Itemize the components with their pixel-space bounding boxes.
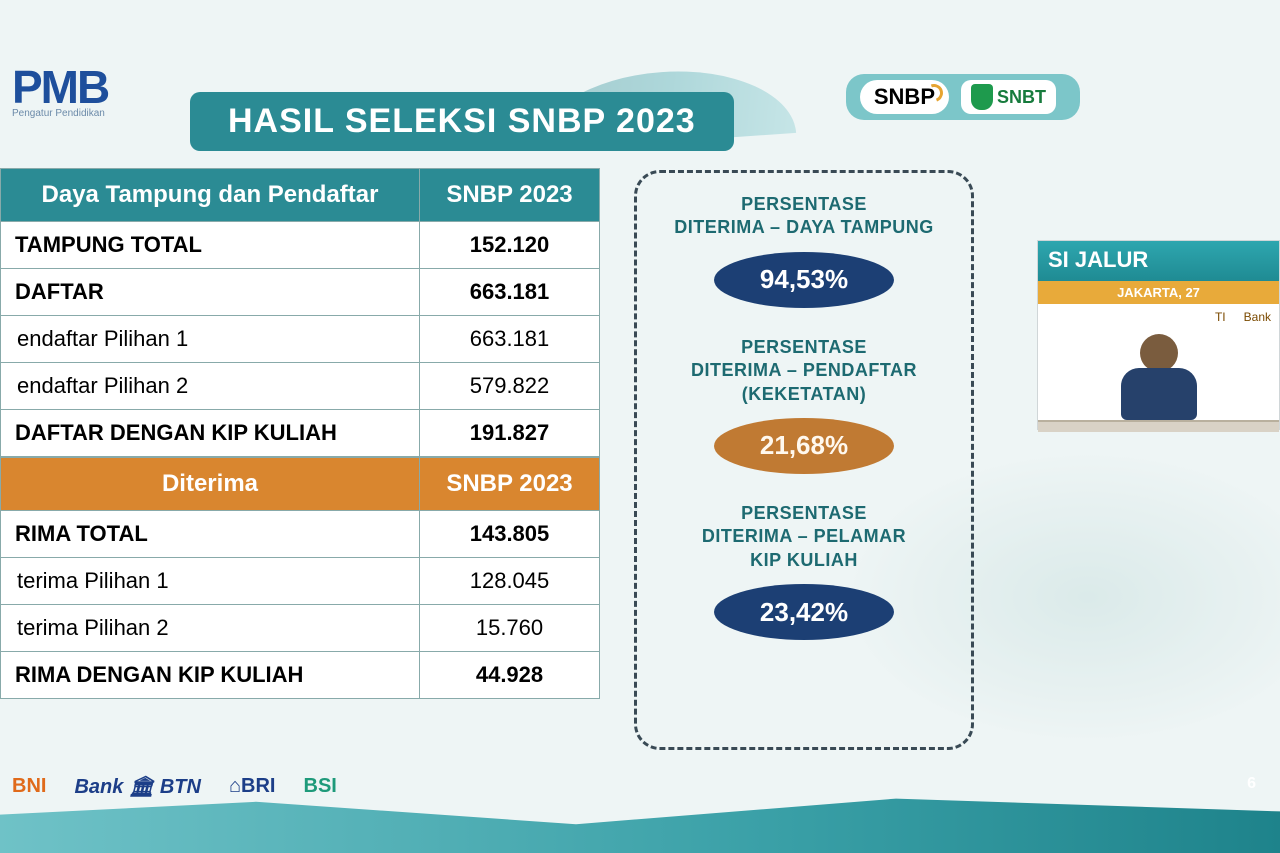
row-value: 191.827 <box>420 410 600 457</box>
row-label: RIMA DENGAN KIP KULIAH <box>1 652 420 699</box>
percentage-label: PERSENTASEDITERIMA – PENDAFTAR(KEKETATAN… <box>649 336 959 406</box>
table1-header-left: Daya Tampung dan Pendaftar <box>1 169 420 222</box>
row-label: RIMA TOTAL <box>1 511 420 558</box>
thumb-sponsor-logos: TI Bank <box>1038 304 1279 330</box>
percentage-panel: PERSENTASEDITERIMA – DAYA TAMPUNG94,53%P… <box>634 170 974 750</box>
program-badges: SNBP SNBT <box>846 74 1080 120</box>
page-number: 6 <box>1247 775 1256 793</box>
table-row: RIMA DENGAN KIP KULIAH44.928 <box>1 652 600 699</box>
percentage-pill: 94,53% <box>714 252 894 308</box>
desk-shape <box>1038 420 1279 432</box>
pmb-subtitle: Pengatur Pendidikan <box>12 108 108 119</box>
table-row: endaftar Pilihan 1663.181 <box>1 316 600 363</box>
sponsor-strip: BNI Bank 🏛 BTN ⌂BRI BSI <box>0 769 600 803</box>
row-value: 663.181 <box>420 269 600 316</box>
percentage-label: PERSENTASEDITERIMA – DAYA TAMPUNG <box>649 193 959 240</box>
speaker-thumbnail: SI JALUR JAKARTA, 27 TI Bank <box>1037 240 1280 430</box>
sponsor-bri: ⌂BRI <box>229 775 276 798</box>
table-row: DAFTAR DENGAN KIP KULIAH191.827 <box>1 410 600 457</box>
row-value: 143.805 <box>420 511 600 558</box>
percentage-pill: 21,68% <box>714 418 894 474</box>
shield-icon <box>971 84 993 110</box>
table-header-row: Daya Tampung dan Pendaftar SNBP 2023 <box>1 169 600 222</box>
table2-header-left: Diterima <box>1 458 420 511</box>
table-daya-tampung: Daya Tampung dan Pendaftar SNBP 2023 TAM… <box>0 168 600 457</box>
percentage-pill: 23,42% <box>714 584 894 640</box>
sponsor-bni: BNI <box>12 775 46 798</box>
row-label: endaftar Pilihan 2 <box>1 363 420 410</box>
table2-header-right: SNBP 2023 <box>420 458 600 511</box>
row-value: 579.822 <box>420 363 600 410</box>
data-tables: Daya Tampung dan Pendaftar SNBP 2023 TAM… <box>0 168 600 699</box>
percentage-label: PERSENTASEDITERIMA – PELAMARKIP KULIAH <box>649 502 959 572</box>
thumb-logo: TI <box>1215 310 1226 324</box>
thumb-title: SI JALUR <box>1038 241 1279 281</box>
snbp-badge: SNBP <box>860 80 949 114</box>
row-label: endaftar Pilihan 1 <box>1 316 420 363</box>
row-value: 128.045 <box>420 558 600 605</box>
row-label: DAFTAR DENGAN KIP KULIAH <box>1 410 420 457</box>
row-label: DAFTAR <box>1 269 420 316</box>
percentage-block: PERSENTASEDITERIMA – PELAMARKIP KULIAH 23… <box>649 502 959 640</box>
row-value: 44.928 <box>420 652 600 699</box>
row-label: TAMPUNG TOTAL <box>1 222 420 269</box>
row-value: 15.760 <box>420 605 600 652</box>
table-row: endaftar Pilihan 2579.822 <box>1 363 600 410</box>
table-row: RIMA TOTAL143.805 <box>1 511 600 558</box>
snbt-badge: SNBT <box>961 80 1056 114</box>
table-header-row: Diterima SNBP 2023 <box>1 458 600 511</box>
sponsor-bsi: BSI <box>304 775 337 798</box>
table-row: DAFTAR663.181 <box>1 269 600 316</box>
row-label: terima Pilihan 2 <box>1 605 420 652</box>
percentage-block: PERSENTASEDITERIMA – DAYA TAMPUNG 94,53% <box>649 193 959 308</box>
speaker-figure <box>1119 334 1199 420</box>
row-label: terima Pilihan 1 <box>1 558 420 605</box>
table-row: terima Pilihan 1128.045 <box>1 558 600 605</box>
row-value: 663.181 <box>420 316 600 363</box>
slide-title: HASIL SELEKSI SNBP 2023 <box>190 92 734 151</box>
table-row: terima Pilihan 215.760 <box>1 605 600 652</box>
row-value: 152.120 <box>420 222 600 269</box>
snbt-badge-text: SNBT <box>997 87 1046 108</box>
sponsor-btn: Bank 🏛 BTN <box>74 774 201 799</box>
table1-header-right: SNBP 2023 <box>420 169 600 222</box>
thumb-logo: Bank <box>1244 310 1271 324</box>
pmb-logo-text: PMB <box>12 61 108 113</box>
pmb-logo: PMB Pengatur Pendidikan <box>12 60 108 119</box>
percentage-block: PERSENTASEDITERIMA – PENDAFTAR(KEKETATAN… <box>649 336 959 474</box>
thumb-subtitle: JAKARTA, 27 <box>1038 281 1279 304</box>
table-row: TAMPUNG TOTAL152.120 <box>1 222 600 269</box>
table-diterima: Diterima SNBP 2023 RIMA TOTAL143.805teri… <box>0 457 600 699</box>
